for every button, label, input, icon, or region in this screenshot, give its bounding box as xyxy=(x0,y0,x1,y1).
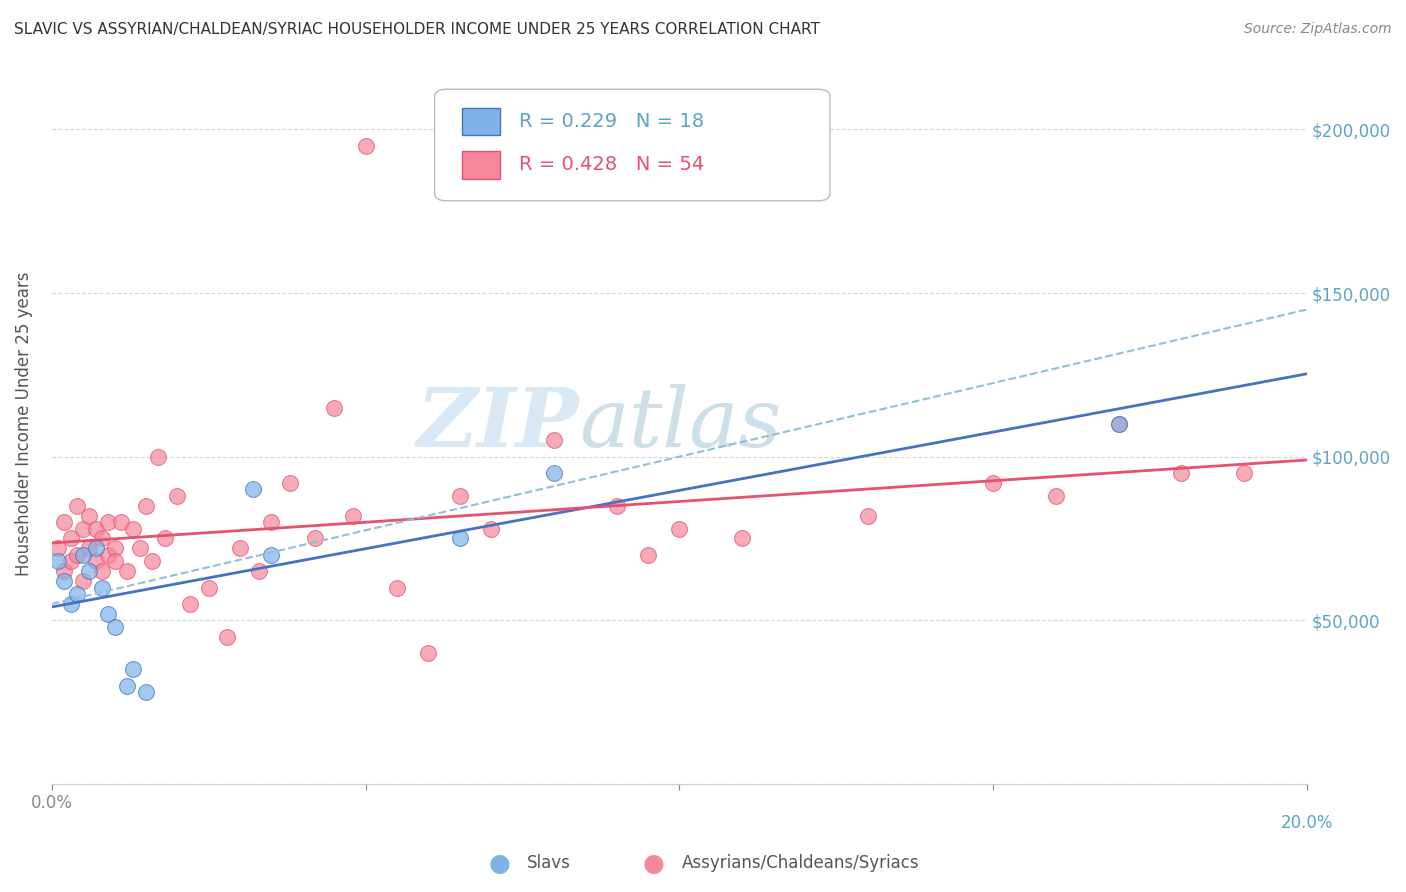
Point xyxy=(479,522,502,536)
Point xyxy=(122,662,145,676)
Text: Source: ZipAtlas.com: Source: ZipAtlas.com xyxy=(1244,22,1392,37)
Point xyxy=(260,548,283,562)
Point xyxy=(53,515,76,529)
Point xyxy=(856,508,879,523)
Text: ●: ● xyxy=(488,852,510,875)
Point xyxy=(66,587,89,601)
Point xyxy=(418,646,440,660)
Point xyxy=(260,515,283,529)
Y-axis label: Householder Income Under 25 years: Householder Income Under 25 years xyxy=(15,272,32,576)
Text: ●: ● xyxy=(643,852,665,875)
Point xyxy=(981,475,1004,490)
Point xyxy=(72,574,94,588)
Point xyxy=(72,548,94,562)
Point xyxy=(122,522,145,536)
Point xyxy=(91,564,114,578)
Point xyxy=(731,532,754,546)
Point xyxy=(84,522,107,536)
Point xyxy=(115,679,138,693)
FancyBboxPatch shape xyxy=(434,89,830,201)
Point xyxy=(229,541,252,556)
Point xyxy=(66,499,89,513)
Point xyxy=(59,597,82,611)
Point xyxy=(217,630,239,644)
Point xyxy=(84,554,107,568)
Point xyxy=(543,466,565,480)
Point xyxy=(1170,466,1192,480)
Point xyxy=(115,564,138,578)
Point xyxy=(153,532,176,546)
Point xyxy=(247,564,270,578)
Point xyxy=(53,574,76,588)
Point xyxy=(141,554,163,568)
Point xyxy=(66,548,89,562)
Point xyxy=(46,554,69,568)
Point xyxy=(91,532,114,546)
Point xyxy=(79,564,101,578)
Point xyxy=(1045,489,1067,503)
Point xyxy=(148,450,170,464)
Point xyxy=(449,489,471,503)
Point xyxy=(179,597,201,611)
Point xyxy=(449,532,471,546)
Point xyxy=(97,607,120,621)
Text: ZIP: ZIP xyxy=(416,384,579,464)
Point xyxy=(46,541,69,556)
Point xyxy=(59,554,82,568)
Point xyxy=(103,554,125,568)
Point xyxy=(59,532,82,546)
Point xyxy=(342,508,364,523)
Point xyxy=(304,532,326,546)
Point xyxy=(53,564,76,578)
Text: SLAVIC VS ASSYRIAN/CHALDEAN/SYRIAC HOUSEHOLDER INCOME UNDER 25 YEARS CORRELATION: SLAVIC VS ASSYRIAN/CHALDEAN/SYRIAC HOUSE… xyxy=(14,22,820,37)
Point xyxy=(128,541,150,556)
Point xyxy=(97,548,120,562)
Point xyxy=(1108,417,1130,431)
Text: atlas: atlas xyxy=(579,384,782,464)
Point xyxy=(323,401,346,415)
Point xyxy=(97,515,120,529)
Point xyxy=(606,499,628,513)
Point xyxy=(354,139,377,153)
Text: R = 0.428   N = 54: R = 0.428 N = 54 xyxy=(519,155,704,174)
FancyBboxPatch shape xyxy=(463,108,501,136)
Point xyxy=(135,499,157,513)
Point xyxy=(543,434,565,448)
Text: R = 0.229   N = 18: R = 0.229 N = 18 xyxy=(519,112,704,131)
Point xyxy=(110,515,132,529)
Point xyxy=(84,541,107,556)
Point xyxy=(1108,417,1130,431)
Point xyxy=(197,581,219,595)
Text: Slavs: Slavs xyxy=(527,855,571,872)
Text: Assyrians/Chaldeans/Syriacs: Assyrians/Chaldeans/Syriacs xyxy=(682,855,920,872)
Point xyxy=(103,620,125,634)
Point xyxy=(72,522,94,536)
Point xyxy=(1233,466,1256,480)
Point xyxy=(91,581,114,595)
Point xyxy=(637,548,659,562)
Point xyxy=(668,522,690,536)
Point xyxy=(135,685,157,699)
Point xyxy=(166,489,188,503)
Point xyxy=(242,483,264,497)
Point xyxy=(79,508,101,523)
Point xyxy=(385,581,408,595)
Point xyxy=(79,541,101,556)
FancyBboxPatch shape xyxy=(463,151,501,178)
Point xyxy=(103,541,125,556)
Text: 20.0%: 20.0% xyxy=(1281,814,1333,832)
Point xyxy=(278,475,301,490)
